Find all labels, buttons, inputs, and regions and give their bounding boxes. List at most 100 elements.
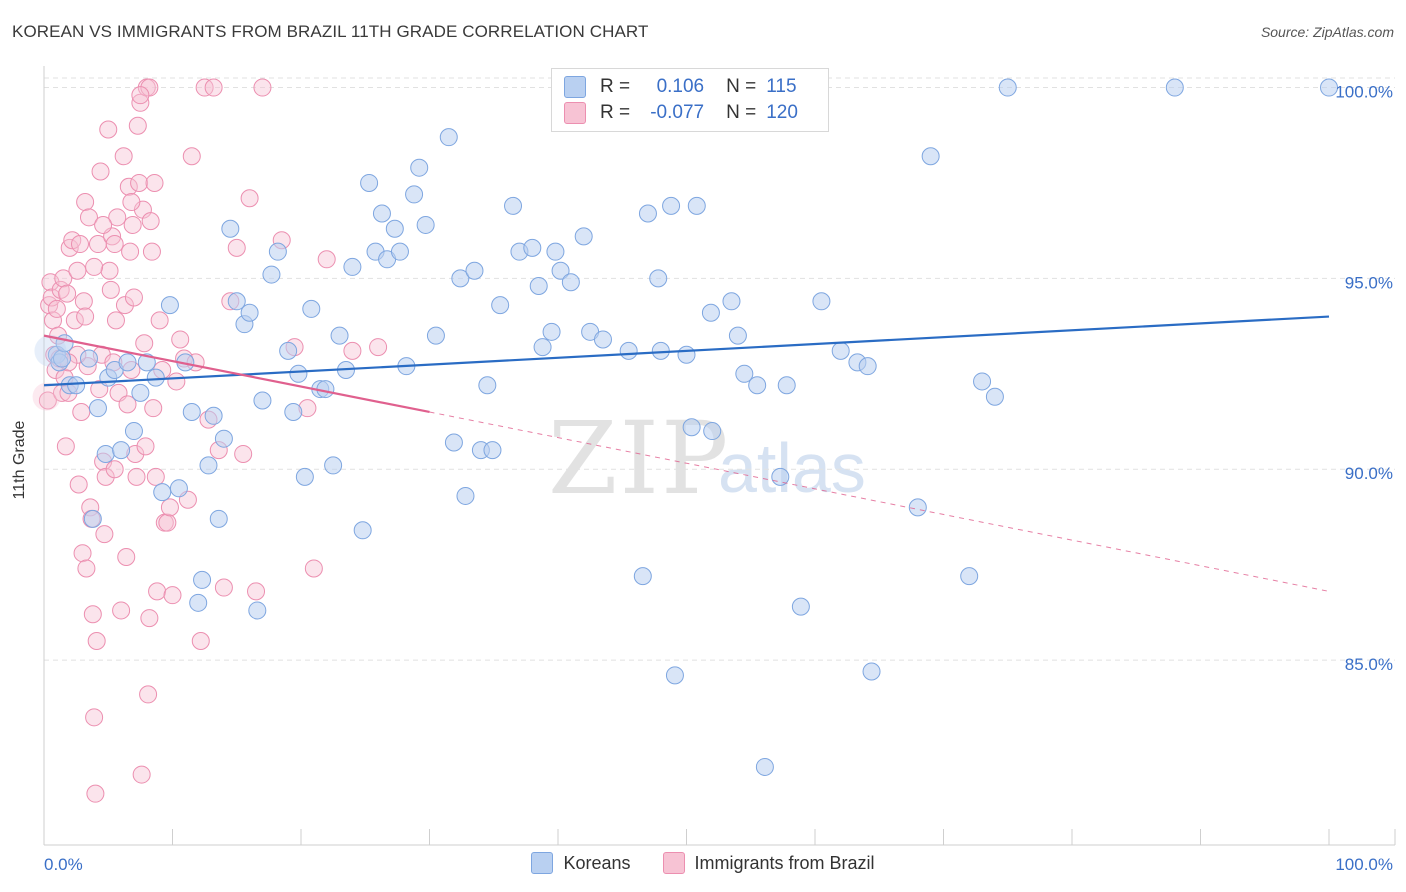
korean-point bbox=[96, 444, 115, 463]
korean-point bbox=[998, 78, 1017, 97]
korean-point bbox=[561, 273, 580, 292]
legend-item-brazil: Immigrants from Brazil bbox=[662, 852, 875, 874]
y-tick-label: 90.0% bbox=[1345, 464, 1393, 483]
brazil-point bbox=[69, 475, 88, 494]
brazil-r-value: -0.077 bbox=[650, 102, 705, 123]
korean-point bbox=[410, 158, 429, 177]
brazil-point bbox=[140, 78, 159, 97]
korean-point bbox=[1320, 78, 1338, 97]
brazil-trend-line bbox=[43, 334, 430, 414]
brazil-point bbox=[95, 525, 114, 544]
korean-points bbox=[34, 78, 1338, 776]
korean-point bbox=[523, 238, 542, 257]
korean-point bbox=[973, 372, 992, 391]
brazil-point bbox=[117, 548, 136, 567]
brazil-point bbox=[91, 162, 110, 181]
axes bbox=[43, 66, 1396, 846]
watermark-atlas: atlas bbox=[718, 429, 866, 507]
brazil-point bbox=[304, 559, 323, 578]
korean-point bbox=[88, 399, 107, 418]
n-label: N = bbox=[726, 76, 757, 97]
brazil-point bbox=[101, 280, 120, 299]
brazil-point bbox=[121, 242, 140, 261]
brazil-point bbox=[56, 437, 75, 456]
korean-point bbox=[682, 418, 701, 437]
korean-point bbox=[831, 341, 850, 360]
brazil-point bbox=[112, 601, 131, 620]
tick-labels: 85.0% 90.0% 95.0% 100.0% 0.0% 100.0% bbox=[44, 83, 1393, 874]
brazil-point bbox=[105, 235, 124, 254]
brazil-point bbox=[76, 193, 95, 212]
brazil-point bbox=[70, 235, 89, 254]
korean-point bbox=[728, 326, 747, 345]
brazil-point bbox=[105, 460, 124, 479]
korean-point bbox=[160, 296, 179, 315]
brazil-point bbox=[150, 311, 169, 330]
korean-point bbox=[812, 292, 831, 311]
brazil-point bbox=[73, 544, 92, 563]
korean-point bbox=[295, 467, 314, 486]
korean-point bbox=[390, 242, 409, 261]
brazil-point bbox=[234, 444, 253, 463]
brazil-point bbox=[131, 93, 150, 112]
brazil-point bbox=[108, 208, 127, 227]
korean-point bbox=[360, 173, 379, 192]
korean-point bbox=[353, 521, 372, 540]
koreans-n-value: 115 bbox=[766, 76, 797, 97]
korean-point bbox=[456, 486, 475, 505]
source-label: Source: ZipAtlas.com bbox=[1260, 24, 1394, 40]
korean-point bbox=[1165, 78, 1184, 97]
korean-point bbox=[204, 406, 223, 425]
korean-point bbox=[858, 357, 877, 376]
korean-point bbox=[439, 128, 458, 147]
brazil-point bbox=[317, 250, 336, 269]
brazil-point bbox=[54, 269, 73, 288]
korean-point bbox=[248, 601, 267, 620]
korean-point bbox=[372, 204, 391, 223]
korean-point bbox=[146, 368, 165, 387]
grid-lines bbox=[44, 77, 1395, 661]
korean-point bbox=[722, 292, 741, 311]
korean-point bbox=[633, 567, 652, 586]
brazil-swatch bbox=[662, 852, 685, 874]
korean-point bbox=[638, 204, 657, 223]
korean-point bbox=[302, 299, 321, 318]
korean-point bbox=[324, 456, 343, 475]
korean-point bbox=[268, 242, 287, 261]
brazil-point bbox=[130, 173, 149, 192]
korean-point bbox=[777, 376, 796, 395]
brazil-point bbox=[74, 292, 93, 311]
brazil-point bbox=[163, 586, 182, 605]
brazil-point bbox=[114, 147, 133, 166]
brazil-n-value: 120 bbox=[766, 102, 798, 123]
korean-point bbox=[451, 269, 470, 288]
brazil-point bbox=[65, 311, 84, 330]
brazil-point bbox=[100, 261, 119, 280]
brazil-trend-extension bbox=[429, 411, 1330, 592]
korean-point bbox=[465, 261, 484, 280]
korean-point bbox=[533, 338, 552, 357]
brazil-point bbox=[227, 238, 246, 257]
brazil-point bbox=[142, 242, 161, 261]
korean-point bbox=[189, 593, 208, 612]
brazil-point bbox=[253, 78, 272, 97]
korean-point bbox=[131, 383, 150, 402]
brazil-point bbox=[135, 334, 154, 353]
brazil-points bbox=[32, 78, 388, 803]
korean-point bbox=[542, 322, 561, 341]
brazil-point bbox=[79, 208, 98, 227]
brazil-point bbox=[38, 391, 57, 410]
korean-point bbox=[221, 219, 240, 238]
r-label: R = bbox=[600, 76, 631, 97]
brazil-point bbox=[106, 311, 125, 330]
brazil-point bbox=[127, 467, 146, 486]
brazil-point bbox=[343, 341, 362, 360]
brazil-point bbox=[47, 299, 66, 318]
korean-point bbox=[83, 509, 102, 528]
y-tick-label: 100.0% bbox=[1335, 83, 1393, 102]
korean-point bbox=[118, 353, 137, 372]
series-legend: Koreans Immigrants from Brazil bbox=[0, 852, 1406, 874]
korean-point bbox=[662, 196, 681, 215]
korean-point bbox=[124, 422, 143, 441]
korean-point bbox=[182, 402, 201, 421]
